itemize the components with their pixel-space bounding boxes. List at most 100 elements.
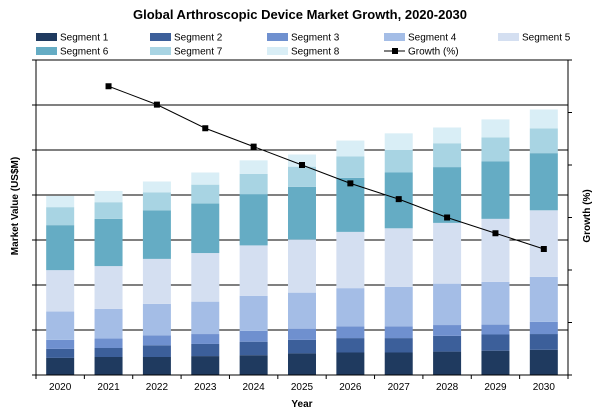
legend-label: Segment 5 <box>522 33 571 44</box>
bar-segment-7-2022 <box>142 192 171 211</box>
legend-swatch <box>150 33 171 41</box>
bar-segment-2-2022 <box>142 345 171 357</box>
growth-line <box>105 83 547 252</box>
x-tick-label: 2025 <box>291 382 314 393</box>
legend-swatch <box>267 47 288 55</box>
bar-segment-5-2030 <box>529 210 558 277</box>
legend-label: Segment 1 <box>60 33 109 44</box>
bar-segment-3-2029 <box>481 324 510 335</box>
bar-segment-4-2029 <box>481 281 510 325</box>
y2-axis-title: Growth (%) <box>582 189 593 242</box>
bar-segment-1-2026 <box>336 352 365 375</box>
bar-segment-1-2024 <box>239 355 268 375</box>
legend-label: Segment 8 <box>291 47 340 58</box>
bar-segment-1-2020 <box>46 357 75 375</box>
bar-segment-2-2028 <box>433 335 462 352</box>
x-tick-label: 2023 <box>194 382 217 393</box>
bar-segment-5-2029 <box>481 218 510 282</box>
x-tick-label: 2028 <box>436 382 459 393</box>
bar-segment-3-2022 <box>142 335 171 346</box>
bar-segment-1-2022 <box>142 357 171 375</box>
bar-segment-2-2030 <box>529 334 558 350</box>
bar-segment-4-2025 <box>288 292 316 329</box>
bar-segment-4-2028 <box>433 283 462 326</box>
legend-swatch <box>498 33 519 41</box>
legend-swatch <box>36 33 57 41</box>
growth-point-2024 <box>250 143 257 150</box>
legend-label: Segment 4 <box>408 33 457 44</box>
bar-segment-5-2028 <box>433 222 462 284</box>
legend-label: Growth (%) <box>408 47 459 58</box>
bar-segment-7-2028 <box>433 143 462 168</box>
x-tick-label: 2026 <box>339 382 362 393</box>
bar-segment-3-2021 <box>94 338 123 348</box>
x-tick-label: 2024 <box>243 382 266 393</box>
bar-segment-1-2028 <box>433 351 462 375</box>
bar-segment-5-2023 <box>191 253 220 302</box>
bar-segment-4-2026 <box>336 288 365 327</box>
bar-segment-7-2020 <box>46 207 75 226</box>
legend-label: Segment 6 <box>60 47 109 58</box>
legend-swatch <box>36 47 57 55</box>
growth-point-2021 <box>105 83 112 90</box>
bar-segment-7-2027 <box>384 150 413 173</box>
bar-segment-2-2020 <box>46 348 75 358</box>
growth-point-2029 <box>492 230 499 237</box>
bar-segment-2-2025 <box>288 339 316 354</box>
growth-point-2025 <box>299 162 305 168</box>
bar-segment-8-2020 <box>46 195 75 208</box>
bar-segment-3-2024 <box>239 330 268 342</box>
bar-segment-1-2027 <box>384 352 413 375</box>
bar-segment-1-2029 <box>481 350 510 375</box>
x-tick-label: 2021 <box>97 382 120 393</box>
chart-title: Global Arthroscopic Device Market Growth… <box>133 7 467 22</box>
bar-segment-2-2023 <box>191 343 220 357</box>
growth-point-2026 <box>347 180 354 187</box>
bar-segment-3-2028 <box>433 325 462 336</box>
bar-segment-8-2030 <box>529 109 558 129</box>
bar-segment-2-2027 <box>384 338 413 353</box>
bar-segment-4-2023 <box>191 301 220 335</box>
bar-segment-8-2022 <box>142 181 171 193</box>
bar-segment-7-2025 <box>288 166 316 187</box>
x-tick-label: 2029 <box>484 382 507 393</box>
bar-segment-6-2029 <box>481 161 510 219</box>
bar-segment-8-2028 <box>433 127 462 144</box>
bar-segment-2-2024 <box>239 341 268 356</box>
bar-segment-7-2021 <box>94 202 123 219</box>
legend-label: Segment 3 <box>291 33 340 44</box>
x-tick-labels: 2020 2021 2022 2023 2024 2025 2026 2027 2028 2029… <box>49 382 555 393</box>
bar-segment-6-2020 <box>46 225 75 271</box>
bar-segment-8-2027 <box>384 133 413 150</box>
bar-segment-1-2025 <box>288 353 316 375</box>
growth-point-2027 <box>395 196 402 203</box>
bar-segment-6-2030 <box>529 153 558 211</box>
bar-segment-4-2022 <box>142 303 171 336</box>
bar-segment-5-2025 <box>288 239 316 293</box>
bar-segment-8-2029 <box>481 119 510 138</box>
bar-segment-6-2024 <box>239 194 268 246</box>
legend-swatch <box>384 33 405 41</box>
bar-segment-7-2029 <box>481 137 510 162</box>
bar-segment-8-2024 <box>239 160 268 174</box>
bar-segment-1-2030 <box>529 349 558 375</box>
bar-segment-7-2023 <box>191 184 220 204</box>
growth-point-2022 <box>153 101 160 108</box>
bar-segment-6-2025 <box>288 186 316 240</box>
bar-segment-5-2020 <box>46 270 75 312</box>
bar-segment-3-2030 <box>529 321 558 335</box>
bar-segment-8-2023 <box>191 172 220 185</box>
bar-segment-3-2020 <box>46 339 75 349</box>
bar-segment-5-2022 <box>142 258 171 304</box>
x-tick-label: 2030 <box>533 382 556 393</box>
bar-segment-7-2026 <box>336 156 365 178</box>
bar-segment-2-2029 <box>481 334 510 351</box>
legend-swatch <box>150 47 171 55</box>
bar-segment-5-2026 <box>336 231 365 289</box>
x-tick-label: 2027 <box>388 382 411 393</box>
bar-segment-1-2023 <box>191 356 220 375</box>
legend-swatch <box>267 33 288 41</box>
bar-segment-4-2024 <box>239 295 268 331</box>
bar-segment-7-2030 <box>529 128 558 154</box>
